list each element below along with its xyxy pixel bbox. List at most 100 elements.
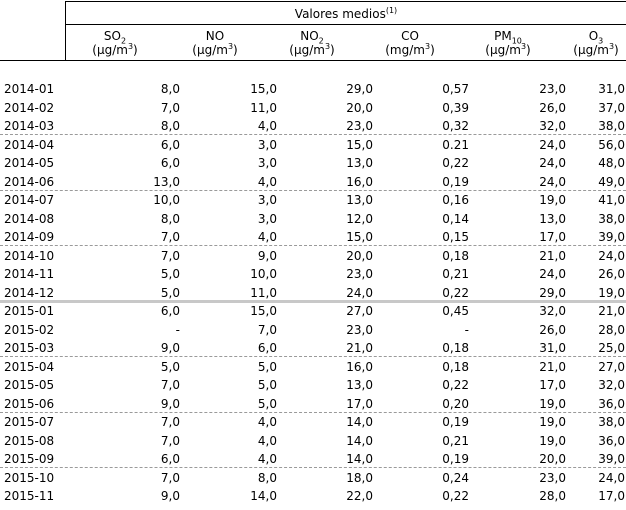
- cell-no: 8,0: [257, 470, 277, 485]
- cell-no: 5,0: [257, 378, 277, 392]
- cell-so2: 10,0: [153, 193, 180, 207]
- year-separator: [0, 300, 626, 303]
- cell-o3: 38,0: [598, 415, 625, 429]
- column-label-subscript: 10: [511, 36, 522, 46]
- cell-no: 4,0: [257, 452, 277, 466]
- group-title-note: (1): [385, 6, 398, 15]
- row-period: 2014-11: [4, 267, 55, 281]
- cell-pm10: 20,0: [539, 452, 566, 466]
- cell-no2: 23,0: [346, 322, 373, 337]
- column-label: O: [588, 29, 599, 43]
- cell-so2: 7,0: [160, 415, 180, 429]
- column-unit-co: (mg/m3): [350, 43, 470, 58]
- cell-no: 4,0: [257, 119, 277, 133]
- row-period: 2015-04: [4, 359, 55, 374]
- unit-text: (μg/m: [573, 43, 609, 57]
- column-label-subscript: 2: [120, 36, 127, 46]
- column-label: NO: [300, 29, 319, 43]
- column-label: SO: [103, 29, 121, 43]
- cell-no2: 14,0: [346, 433, 373, 448]
- cell-no2: 29,0: [346, 82, 373, 96]
- unit-text: (μg/m: [289, 43, 325, 57]
- cell-o3: 19,0: [598, 285, 625, 300]
- cell-pm10: 19,0: [539, 396, 566, 411]
- cell-so2: 6,0: [160, 452, 180, 466]
- cell-so2: 7,0: [160, 248, 180, 263]
- unit-close: ): [526, 43, 531, 57]
- header-top-border: [65, 1, 626, 2]
- column-header-pm10: PM10: [448, 29, 568, 46]
- cell-no: 4,0: [257, 230, 277, 244]
- quarter-separator: [0, 134, 626, 135]
- cell-pm10: 19,0: [539, 193, 566, 207]
- row-period: 2015-09: [4, 452, 55, 466]
- cell-o3: 36,0: [598, 433, 625, 448]
- cell-co: 0,21: [442, 267, 469, 281]
- cell-no: 15,0: [250, 82, 277, 96]
- cell-co: 0,19: [442, 452, 469, 466]
- cell-pm10: 17,0: [539, 230, 566, 244]
- cell-no2: 18,0: [346, 470, 373, 485]
- cell-no2: 27,0: [346, 304, 373, 318]
- cell-co: 0.21: [442, 137, 469, 152]
- unit-superscript: 3: [324, 42, 331, 51]
- cell-co: 0,22: [442, 489, 469, 503]
- row-period: 2015-08: [4, 433, 55, 448]
- unit-close: ): [430, 43, 435, 57]
- column-unit-o3: (μg/m3): [536, 43, 626, 58]
- cell-pm10: 19,0: [539, 415, 566, 429]
- quarter-separator: [0, 412, 626, 413]
- cell-pm10: 28,0: [539, 489, 566, 503]
- row-period: 2014-06: [4, 174, 55, 189]
- cell-so2: 13,0: [153, 174, 180, 189]
- cell-no2: 17,0: [346, 396, 373, 411]
- cell-co: 0,15: [442, 230, 469, 244]
- row-period: 2015-06: [4, 396, 55, 411]
- cell-no: 3,0: [257, 156, 277, 170]
- row-period: 2015-03: [4, 341, 55, 355]
- cell-pm10: 19,0: [539, 433, 566, 448]
- cell-o3: 49,0: [598, 174, 625, 189]
- cell-so2: 7,0: [160, 100, 180, 115]
- column-unit-pm10: (μg/m3): [448, 43, 568, 58]
- row-period: 2014-05: [4, 156, 55, 170]
- unit-close: ): [330, 43, 335, 57]
- column-label: NO: [205, 29, 225, 43]
- cell-no: 10,0: [250, 267, 277, 281]
- cell-no: 3,0: [257, 137, 277, 152]
- cell-co: 0,19: [442, 174, 469, 189]
- cell-no: 11,0: [250, 285, 277, 300]
- cell-o3: 31,0: [598, 82, 625, 96]
- cell-no2: 16,0: [346, 174, 373, 189]
- cell-co: -: [464, 322, 469, 337]
- cell-no: 11,0: [250, 100, 277, 115]
- cell-pm10: 21,0: [539, 359, 566, 374]
- cell-so2: 7,0: [160, 378, 180, 392]
- cell-pm10: 24,0: [539, 174, 566, 189]
- cell-co: 0,18: [442, 248, 469, 263]
- unit-text: (μg/m: [485, 43, 521, 57]
- cell-no2: 21,0: [346, 341, 373, 355]
- cell-so2: 9,0: [160, 396, 180, 411]
- cell-pm10: 26,0: [539, 322, 566, 337]
- cell-pm10: 32,0: [539, 304, 566, 318]
- unit-text: (μg/m: [92, 43, 128, 57]
- cell-no2: 12,0: [346, 211, 373, 226]
- row-period: 2015-05: [4, 378, 55, 392]
- cell-pm10: 23,0: [539, 470, 566, 485]
- row-period: 2015-07: [4, 415, 55, 429]
- cell-o3: 21,0: [598, 304, 625, 318]
- quarter-separator: [0, 245, 626, 246]
- column-label: CO: [401, 29, 419, 43]
- cell-co: 0,21: [442, 433, 469, 448]
- column-header-o3: O3: [536, 29, 626, 45]
- cell-o3: 41,0: [598, 193, 625, 207]
- column-label: PM: [494, 29, 512, 43]
- cell-o3: 24,0: [598, 248, 625, 263]
- cell-so2: 6,0: [160, 156, 180, 170]
- cell-o3: 17,0: [598, 489, 625, 503]
- cell-co: 0,20: [442, 396, 469, 411]
- row-period: 2015-01: [4, 304, 55, 318]
- cell-no: 5,0: [257, 396, 277, 411]
